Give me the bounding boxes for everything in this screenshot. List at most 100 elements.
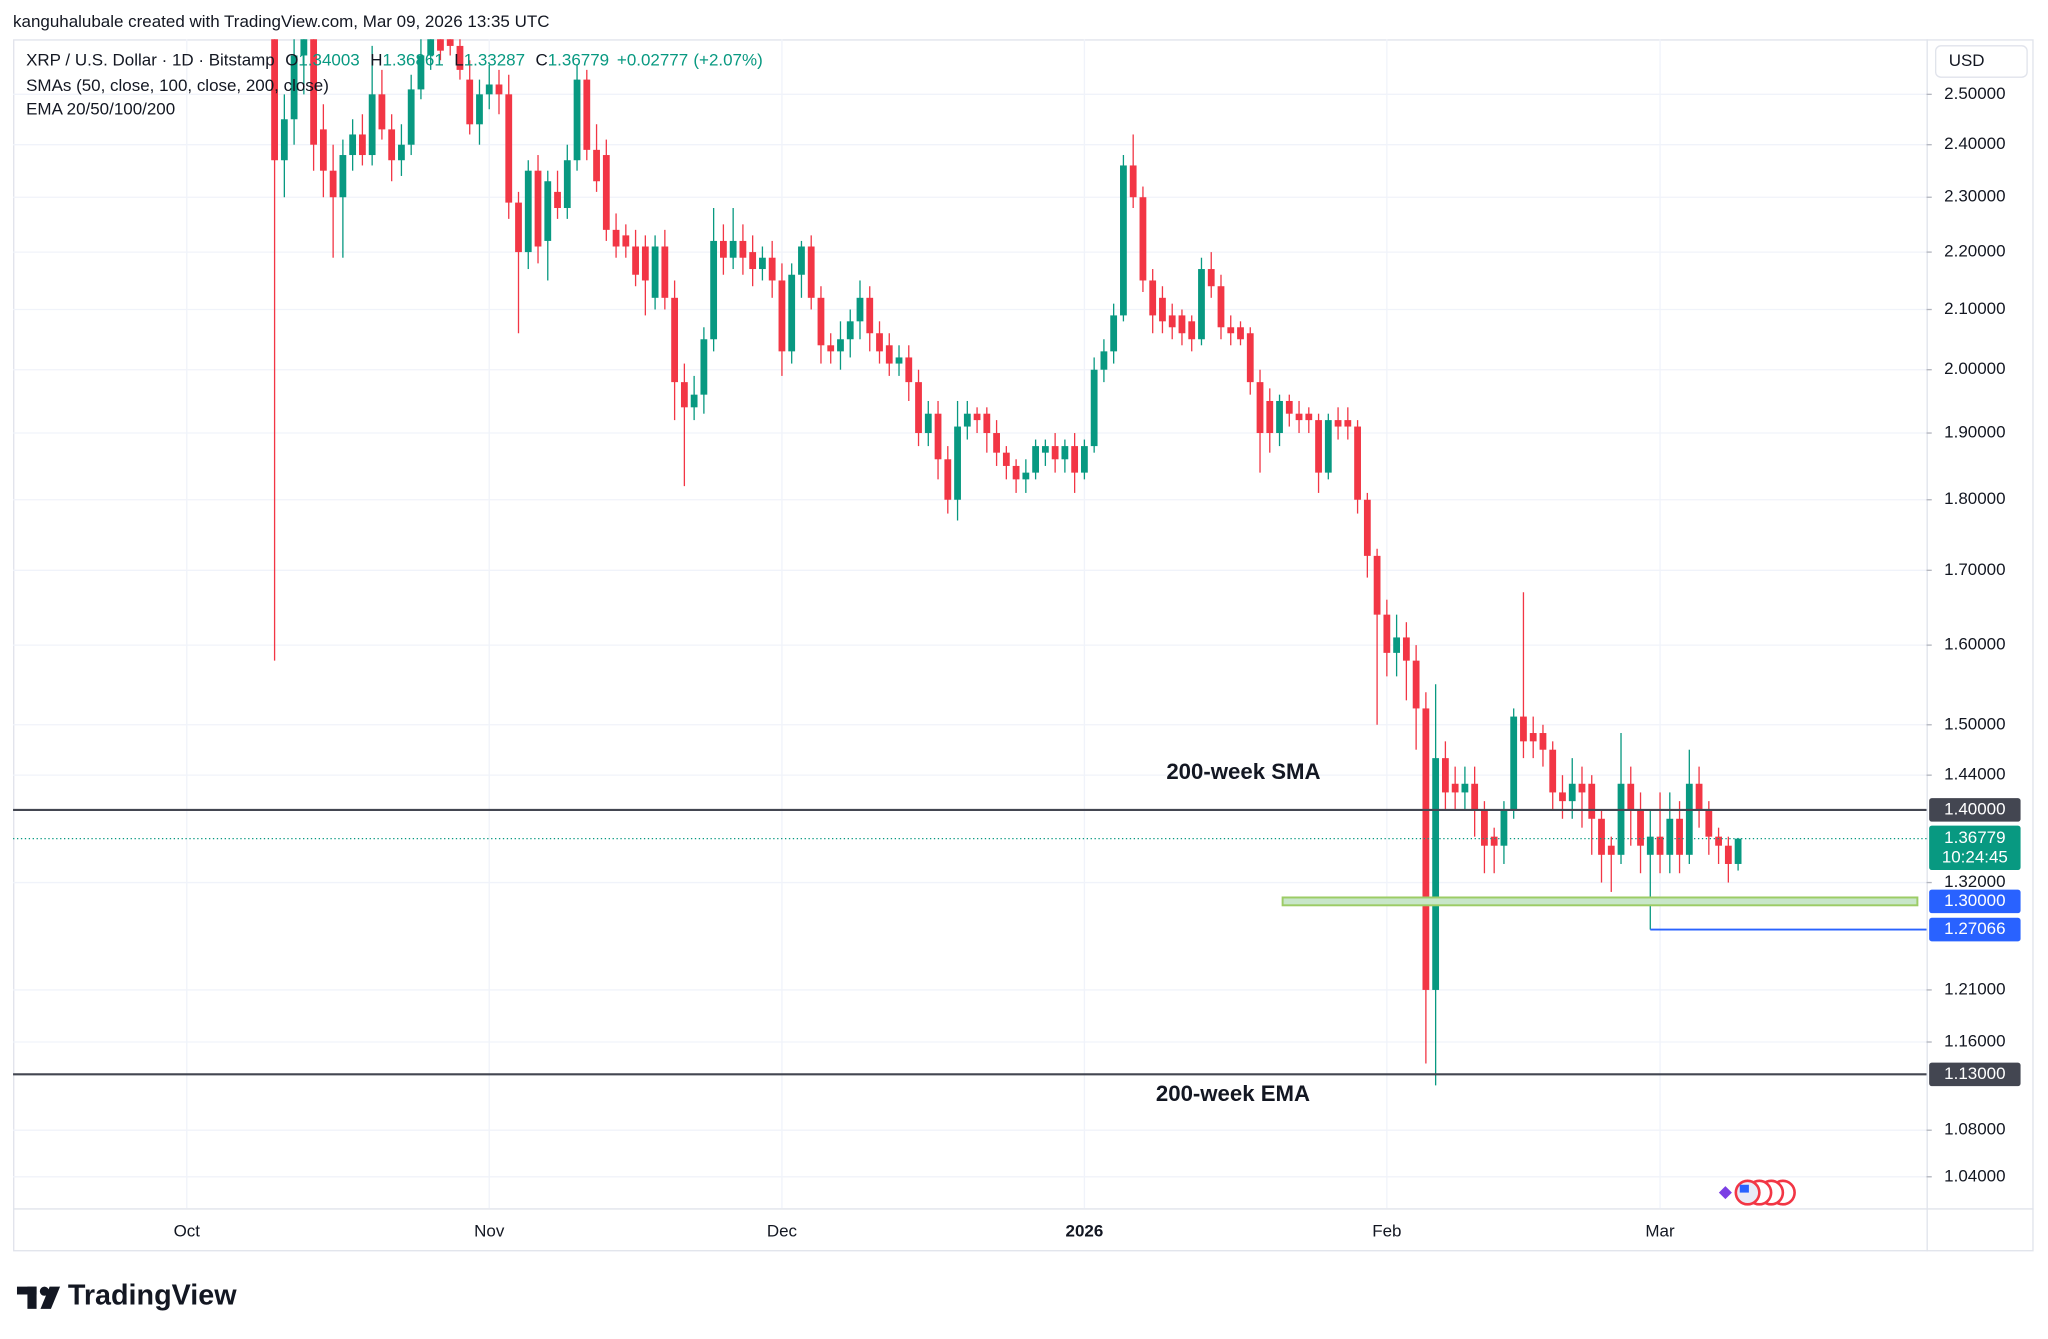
candle-body xyxy=(1110,315,1118,352)
candle-body xyxy=(1090,369,1098,447)
candle-body xyxy=(388,129,396,161)
candle-body xyxy=(1715,836,1722,846)
candle-body xyxy=(1256,382,1264,434)
logo-mark xyxy=(27,1286,37,1309)
event-markers xyxy=(1718,1179,1796,1206)
candle-body xyxy=(349,134,357,156)
candle-body xyxy=(749,252,757,270)
price-label-box xyxy=(1929,889,2021,914)
y-tick-label: 1.90000 xyxy=(1944,423,2005,442)
candle-body xyxy=(1422,708,1430,990)
x-tick-label: Oct xyxy=(174,1221,201,1240)
candle-body xyxy=(573,79,581,161)
candle-body xyxy=(1412,660,1420,709)
candle-body xyxy=(1324,420,1332,473)
candle-body xyxy=(1685,783,1693,855)
candle-body xyxy=(690,394,698,408)
legend-ohlc-key: O xyxy=(285,51,298,70)
candle-body xyxy=(271,39,278,161)
candle-body xyxy=(817,297,825,346)
price-label: 1.27066 xyxy=(1944,919,2005,938)
candle-body xyxy=(1432,758,1440,990)
currency-label[interactable]: USD xyxy=(1949,51,1985,70)
candle-body xyxy=(1627,783,1635,810)
legend-change-percent: (+2.07%) xyxy=(693,51,762,70)
candle-body xyxy=(1500,809,1508,846)
candle-body xyxy=(1402,637,1410,661)
candle-body xyxy=(524,170,532,253)
candle-body xyxy=(661,246,669,298)
drawings: 200-week SMA 200-week EMA xyxy=(13,759,1927,1106)
last-price-box xyxy=(1929,825,2021,870)
candle-body xyxy=(1666,818,1674,855)
x-tick-label: Mar xyxy=(1645,1221,1675,1240)
y-tick-label: 1.50000 xyxy=(1944,714,2005,733)
candle-body xyxy=(1481,809,1488,846)
legend-ohlc-value: 1.34003 xyxy=(298,51,359,70)
candle-body xyxy=(651,246,659,298)
candle-body xyxy=(1295,413,1303,421)
candle-body xyxy=(1510,716,1518,810)
currency-button[interactable] xyxy=(1935,45,2028,78)
candle-body xyxy=(427,39,435,56)
candle-body xyxy=(895,357,903,364)
legend-title: XRP / U.S. Dollar · 1D · Bitstamp xyxy=(26,51,275,70)
flag-icon xyxy=(1739,1184,1749,1193)
candle-body xyxy=(1588,783,1596,819)
candle-body xyxy=(1568,783,1576,802)
candle-body xyxy=(1656,836,1664,855)
price-label-box xyxy=(1929,798,2021,822)
grid xyxy=(13,39,1927,1209)
x-tick-label: Nov xyxy=(474,1221,505,1240)
candle-body xyxy=(973,413,981,421)
legend-line: XRP / U.S. Dollar · 1D · Bitstamp O1.3400… xyxy=(26,51,763,70)
candle-body xyxy=(515,202,522,253)
candle-body xyxy=(963,413,971,427)
candle-body xyxy=(505,94,513,203)
candle-body xyxy=(280,119,288,161)
candle-body xyxy=(1490,836,1498,846)
candle-body xyxy=(329,170,337,198)
candle-body xyxy=(1676,818,1683,855)
candle-body xyxy=(1207,269,1215,287)
candle-body xyxy=(641,246,649,281)
candle-body xyxy=(1061,446,1069,460)
candle-body xyxy=(1198,269,1205,340)
candle-body xyxy=(1129,165,1137,198)
candle-body xyxy=(700,339,708,395)
candle-body xyxy=(1041,446,1049,453)
candle-body xyxy=(1539,733,1547,750)
y-tick-label: 2.20000 xyxy=(1944,242,2005,261)
candle-body xyxy=(1578,783,1586,793)
candle-body xyxy=(759,257,766,270)
candle-body xyxy=(1139,197,1147,281)
price-label: 1.13000 xyxy=(1944,1064,2005,1083)
candle-body xyxy=(837,339,844,352)
candle-body xyxy=(1559,792,1566,802)
candle-body xyxy=(1705,809,1713,837)
candle-body xyxy=(993,433,1000,453)
candle-body xyxy=(593,149,600,182)
candle-body xyxy=(1120,165,1127,316)
price-label: 1.30000 xyxy=(1944,891,2005,910)
candle-body xyxy=(1529,733,1537,742)
price-label-box xyxy=(1929,1062,2021,1087)
candle-body xyxy=(1734,838,1742,864)
y-tick-label: 1.04000 xyxy=(1944,1166,2005,1185)
bar-countdown: 10:24:45 xyxy=(1942,848,2008,867)
level-annotation: 200-week EMA xyxy=(1156,1081,1310,1106)
candle-body xyxy=(563,160,571,209)
y-tick-label: 1.08000 xyxy=(1944,1120,2005,1139)
candle-body xyxy=(1334,420,1342,427)
candle-body xyxy=(339,155,347,198)
candle-body xyxy=(1100,351,1108,370)
candle-body xyxy=(1617,783,1625,855)
candle-body xyxy=(1168,315,1176,328)
axes: 2.50000 2.40000 2.30000 2.20000 2.10000 2.000… xyxy=(174,84,2021,1240)
legend-ohlc-key: C xyxy=(535,51,547,70)
y-tick-label: 2.50000 xyxy=(1944,84,2005,103)
candle-body xyxy=(1471,783,1479,810)
candle-body xyxy=(1441,758,1449,793)
candle-body xyxy=(1637,809,1644,846)
